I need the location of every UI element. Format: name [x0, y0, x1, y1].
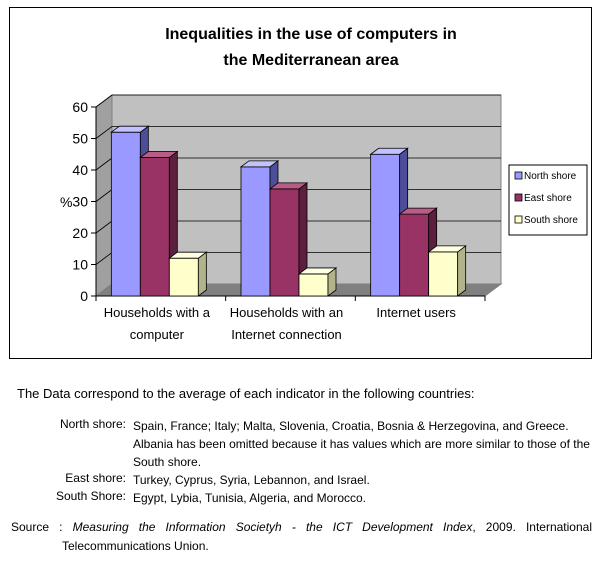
bar-top [427, 245, 467, 253]
bar-east-shore [399, 213, 430, 297]
legend-swatch [514, 171, 523, 180]
bar-top [369, 147, 409, 155]
source-title: Measuring the Information Societyh - the… [72, 520, 473, 534]
legend-label: South shore [524, 215, 578, 226]
x-tick-label: Internet users [376, 305, 456, 320]
bar-top [297, 267, 338, 275]
bar-north-shore [240, 166, 271, 297]
east-shore-label: East shore: [65, 471, 126, 485]
bar-top [398, 207, 438, 215]
source-label: Source : [11, 520, 63, 534]
gridline-side [95, 157, 113, 171]
legend-label: East shore [524, 193, 572, 204]
y-tick-label: 20 [72, 225, 88, 241]
bar-side [197, 251, 207, 297]
bar-top [168, 251, 208, 259]
notes-intro: The Data correspond to the average of ea… [17, 386, 475, 401]
chart-frame: Inequalities in the use of computers in t… [9, 7, 592, 359]
x-tick-label: Households with a [104, 305, 211, 320]
gridline-side [95, 252, 113, 265]
south-shore-label: South Shore: [55, 489, 126, 503]
x-tick-label: Households with an [230, 305, 343, 320]
bar-south-shore [428, 251, 459, 297]
legend-swatch [514, 215, 523, 224]
y-tick-label: 40 [72, 162, 88, 178]
bar-top [268, 182, 309, 190]
x-tick-label: Internet connection [231, 327, 342, 342]
y-axis-label: % [60, 194, 72, 210]
bar-south-shore [168, 257, 199, 297]
source-rest: , 2009. International Telecommunications… [62, 520, 592, 553]
y-tick-label: 60 [72, 99, 88, 115]
source-note: Source : Measuring the Information Socie… [11, 518, 592, 556]
bar-top [139, 150, 179, 158]
y-tick-label: 10 [72, 257, 88, 273]
bar-south-shore [298, 273, 329, 297]
north-shore-label: North shore: [59, 417, 126, 431]
gridline-side [95, 220, 113, 234]
legend-swatch [514, 193, 523, 202]
bar-north-shore [370, 153, 401, 297]
bar-east-shore [139, 156, 170, 297]
chart-title-line2: the Mediterranean area [223, 52, 398, 69]
y-tick-label: 50 [72, 131, 88, 147]
y-tick-label: 30 [72, 194, 88, 210]
y-tick-label: 0 [80, 288, 88, 304]
legend-label: North shore [524, 171, 577, 182]
bar-chart: Inequalities in the use of computers in t… [60, 26, 588, 342]
east-shore-text: Turkey, Cyprus, Syria, Lebannon, and Isr… [133, 473, 370, 487]
gridline-side [95, 189, 113, 202]
bar-north-shore [110, 131, 141, 297]
bar-top [239, 160, 280, 168]
bar-top [110, 125, 150, 133]
gridline-side [95, 126, 113, 139]
north-shore-text: Spain, France; Italy; Malta, Slovenia, C… [133, 419, 590, 469]
x-tick-label: computer [130, 327, 185, 342]
south-shore-text: Egypt, Lybia, Tunisia, Algeria, and Moro… [133, 491, 367, 505]
chart-title-line1: Inequalities in the use of computers in [165, 26, 457, 43]
gridline-side [95, 94, 113, 108]
bar-side [457, 245, 467, 297]
bar-east-shore [269, 188, 300, 297]
